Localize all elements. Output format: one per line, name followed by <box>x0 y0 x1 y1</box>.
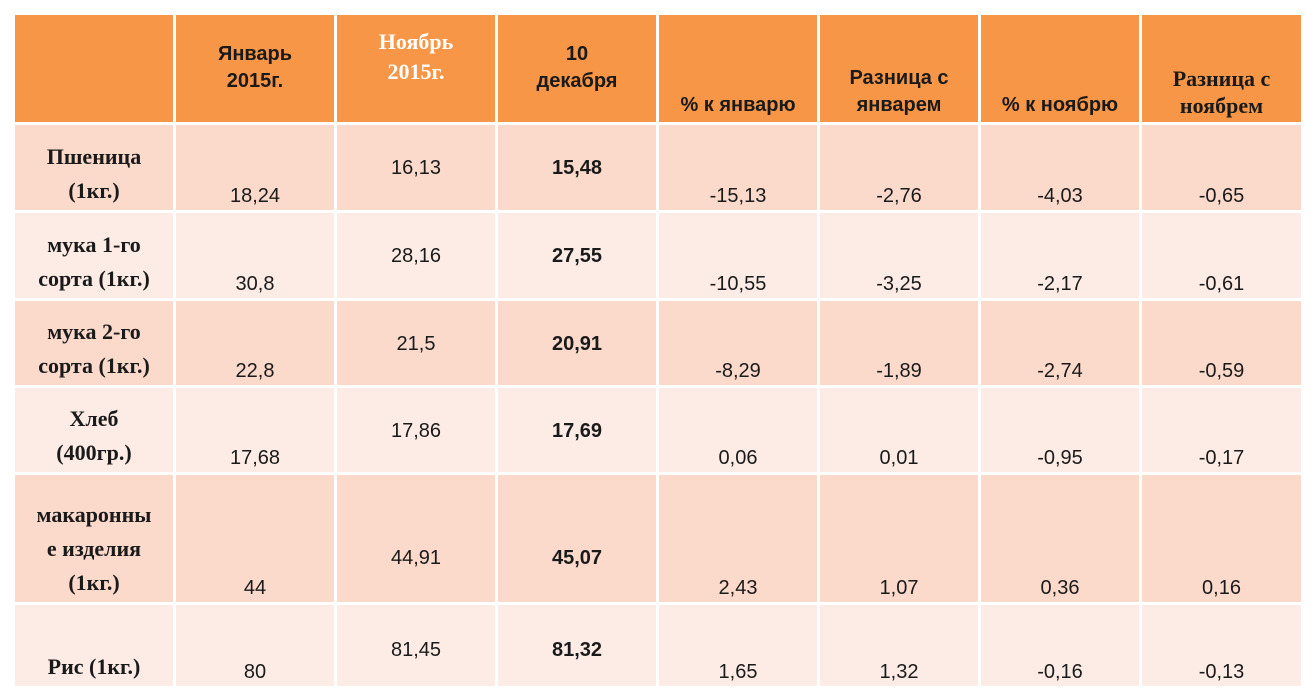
product-name: мука 2-го сорта (1кг.) <box>12 298 176 388</box>
diff-november: -0,59 <box>1139 298 1304 388</box>
header-diff-november: Разница с ноябрем <box>1139 12 1304 125</box>
header-percent-to-november: % к ноябрю <box>978 12 1142 125</box>
price-january: 17,68 <box>173 385 337 475</box>
percent-to-november: -4,03 <box>978 122 1142 213</box>
diff-january: -3,25 <box>817 210 981 301</box>
price-december: 17,69 <box>495 385 659 475</box>
price-january: 44 <box>173 472 337 605</box>
diff-january: -2,76 <box>817 122 981 213</box>
price-comparison-table: Январь 2015г. Ноябрь 2015г. 10 декабря %… <box>12 12 1304 689</box>
price-november: 28,16 <box>334 210 498 301</box>
percent-to-november: -2,17 <box>978 210 1142 301</box>
diff-january: 0,01 <box>817 385 981 475</box>
header-november-2015: Ноябрь 2015г. <box>334 12 498 125</box>
diff-january: -1,89 <box>817 298 981 388</box>
product-name: мука 1-го сорта (1кг.) <box>12 210 176 301</box>
percent-to-january: -8,29 <box>656 298 820 388</box>
product-name: Пшеница (1кг.) <box>12 122 176 213</box>
price-january: 30,8 <box>173 210 337 301</box>
price-december: 45,07 <box>495 472 659 605</box>
diff-november: -0,61 <box>1139 210 1304 301</box>
price-november: 21,5 <box>334 298 498 388</box>
header-percent-to-january: % к январю <box>656 12 820 125</box>
price-december: 81,32 <box>495 602 659 689</box>
diff-january: 1,32 <box>817 602 981 689</box>
product-name: Хлеб (400гр.) <box>12 385 176 475</box>
diff-november: -0,13 <box>1139 602 1304 689</box>
price-december: 15,48 <box>495 122 659 213</box>
price-january: 80 <box>173 602 337 689</box>
header-january-2015: Январь 2015г. <box>173 12 337 125</box>
table-row: мука 2-го сорта (1кг.) 22,8 21,5 20,91 -… <box>12 298 1304 388</box>
table-row: Рис (1кг.) 80 81,45 81,32 1,65 1,32 -0,1… <box>12 602 1304 689</box>
header-diff-january: Разница с январем <box>817 12 981 125</box>
diff-january: 1,07 <box>817 472 981 605</box>
diff-november: -0,17 <box>1139 385 1304 475</box>
header-row: Январь 2015г. Ноябрь 2015г. 10 декабря %… <box>12 12 1304 125</box>
percent-to-january: -15,13 <box>656 122 820 213</box>
percent-to-november: -0,95 <box>978 385 1142 475</box>
percent-to-january: 1,65 <box>656 602 820 689</box>
header-corner <box>12 12 176 125</box>
percent-to-november: 0,36 <box>978 472 1142 605</box>
price-december: 27,55 <box>495 210 659 301</box>
table-row: макаронны е изделия (1кг.) 44 44,91 45,0… <box>12 472 1304 605</box>
diff-november: 0,16 <box>1139 472 1304 605</box>
price-november: 16,13 <box>334 122 498 213</box>
percent-to-january: 2,43 <box>656 472 820 605</box>
percent-to-january: 0,06 <box>656 385 820 475</box>
table-row: Пшеница (1кг.) 18,24 16,13 15,48 -15,13 … <box>12 122 1304 213</box>
product-name: макаронны е изделия (1кг.) <box>12 472 176 605</box>
price-january: 18,24 <box>173 122 337 213</box>
price-december: 20,91 <box>495 298 659 388</box>
price-november: 81,45 <box>334 602 498 689</box>
percent-to-november: -0,16 <box>978 602 1142 689</box>
product-name: Рис (1кг.) <box>12 602 176 689</box>
price-january: 22,8 <box>173 298 337 388</box>
percent-to-november: -2,74 <box>978 298 1142 388</box>
percent-to-january: -10,55 <box>656 210 820 301</box>
diff-november: -0,65 <box>1139 122 1304 213</box>
table-row: Хлеб (400гр.) 17,68 17,86 17,69 0,06 0,0… <box>12 385 1304 475</box>
table-row: мука 1-го сорта (1кг.) 30,8 28,16 27,55 … <box>12 210 1304 301</box>
header-december-10: 10 декабря <box>495 12 659 125</box>
price-november: 44,91 <box>334 472 498 605</box>
price-november: 17,86 <box>334 385 498 475</box>
